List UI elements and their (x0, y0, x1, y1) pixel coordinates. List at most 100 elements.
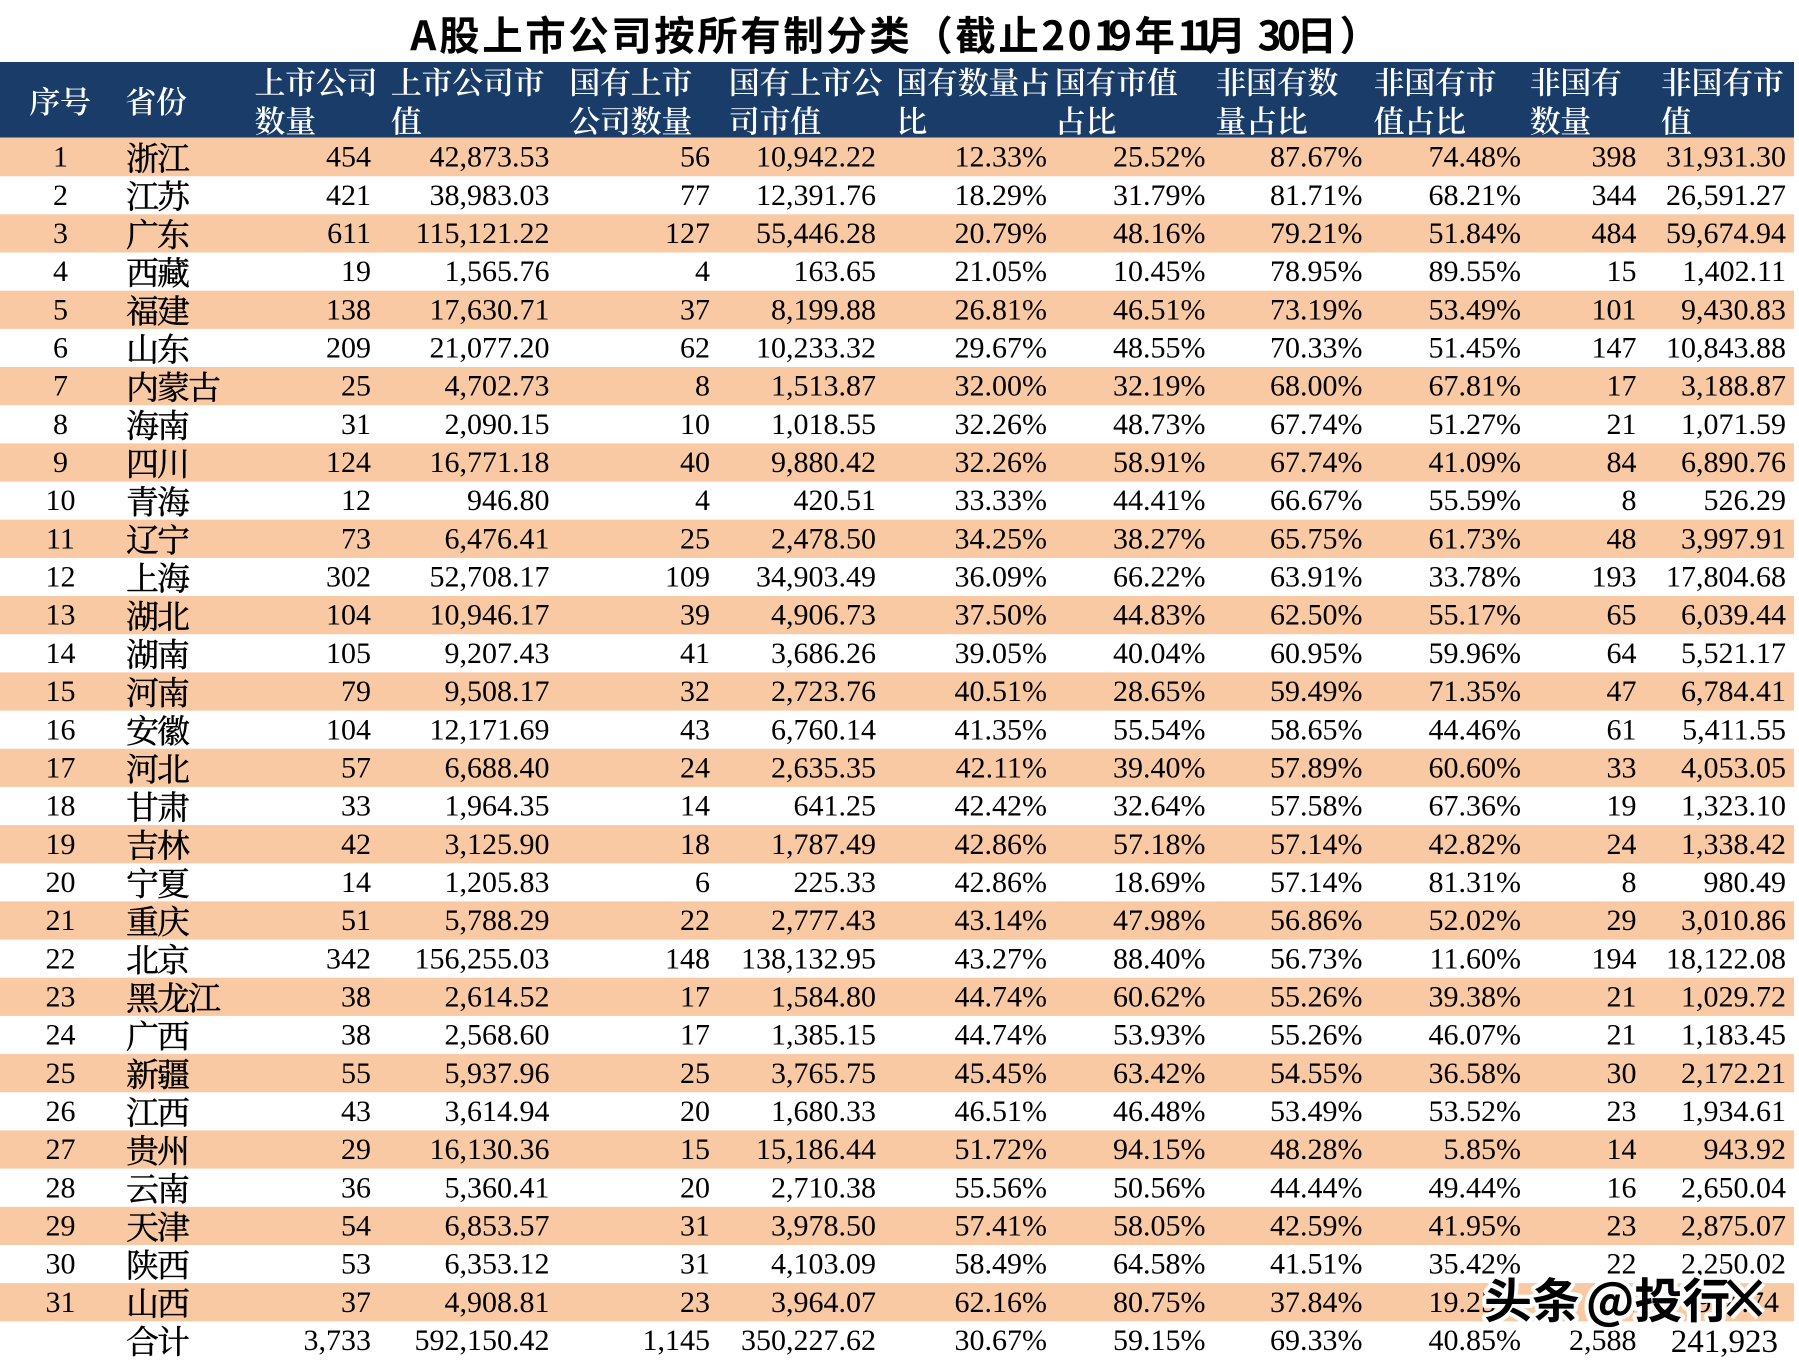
svg-text:1,934.61: 1,934.61 (1681, 1095, 1786, 1128)
svg-text:5,788.29: 5,788.29 (445, 904, 550, 937)
svg-text:23: 23 (46, 980, 76, 1013)
svg-text:2,172.21: 2,172.21 (1681, 1057, 1786, 1090)
svg-text:61.73%: 61.73% (1429, 522, 1522, 555)
svg-text:20.79%: 20.79% (955, 217, 1048, 250)
svg-text:6,760.14: 6,760.14 (771, 713, 876, 746)
svg-text:11: 11 (46, 522, 75, 555)
svg-text:38: 38 (341, 1019, 371, 1052)
svg-text:24: 24 (1607, 828, 1637, 861)
svg-text:17: 17 (680, 980, 710, 1013)
svg-text:64: 64 (1607, 637, 1637, 670)
svg-text:62.50%: 62.50% (1270, 599, 1363, 632)
svg-text:2,777.43: 2,777.43 (771, 904, 876, 937)
svg-text:40.85%: 40.85% (1429, 1324, 1522, 1357)
svg-text:1,964.35: 1,964.35 (445, 790, 550, 823)
svg-text:6,688.40: 6,688.40 (445, 751, 550, 784)
svg-text:33: 33 (341, 790, 371, 823)
svg-text:15: 15 (46, 675, 76, 708)
svg-text:57.14%: 57.14% (1270, 866, 1363, 899)
svg-text:11.60%: 11.60% (1430, 942, 1521, 975)
svg-text:60.62%: 60.62% (1113, 980, 1206, 1013)
svg-text:241,923: 241,923 (1671, 1324, 1778, 1360)
svg-text:58.65%: 58.65% (1270, 713, 1363, 746)
svg-text:37.50%: 37.50% (955, 599, 1048, 632)
svg-text:1,145: 1,145 (643, 1324, 711, 1357)
svg-text:4: 4 (695, 255, 710, 288)
svg-text:1,029.72: 1,029.72 (1681, 980, 1786, 1013)
svg-text:194: 194 (1592, 942, 1637, 975)
svg-text:37: 37 (680, 293, 710, 326)
svg-text:10,843.88: 10,843.88 (1666, 332, 1786, 365)
svg-text:9,207.43: 9,207.43 (445, 637, 550, 670)
svg-text:31,931.30: 31,931.30 (1666, 141, 1786, 174)
svg-text:47.98%: 47.98% (1113, 904, 1206, 937)
svg-text:29: 29 (1607, 904, 1637, 937)
svg-text:68.00%: 68.00% (1270, 370, 1363, 403)
svg-text:1,338.42: 1,338.42 (1681, 828, 1786, 861)
svg-text:25: 25 (341, 370, 371, 403)
svg-text:6,476.41: 6,476.41 (445, 522, 550, 555)
svg-text:51.72%: 51.72% (955, 1133, 1048, 1166)
svg-text:3,010.86: 3,010.86 (1681, 904, 1786, 937)
svg-text:39.40%: 39.40% (1113, 751, 1206, 784)
svg-text:67.36%: 67.36% (1429, 790, 1522, 823)
svg-text:58.91%: 58.91% (1113, 446, 1206, 479)
svg-text:18.29%: 18.29% (955, 179, 1048, 212)
svg-text:25: 25 (46, 1057, 76, 1090)
svg-text:32.64%: 32.64% (1113, 790, 1206, 823)
svg-text:41.51%: 41.51% (1270, 1248, 1363, 1281)
svg-text:3: 3 (53, 217, 68, 250)
svg-text:80.75%: 80.75% (1113, 1286, 1206, 1319)
svg-text:23: 23 (1607, 1095, 1637, 1128)
svg-text:71.35%: 71.35% (1429, 675, 1522, 708)
svg-text:20: 20 (46, 866, 76, 899)
svg-text:42.59%: 42.59% (1270, 1210, 1363, 1243)
svg-text:1,787.49: 1,787.49 (771, 828, 876, 861)
svg-text:30: 30 (46, 1248, 76, 1281)
svg-text:53: 53 (341, 1248, 371, 1281)
svg-text:41.09%: 41.09% (1429, 446, 1522, 479)
svg-text:42,873.53: 42,873.53 (430, 141, 550, 174)
svg-text:124: 124 (326, 446, 371, 479)
svg-text:22: 22 (46, 942, 76, 975)
svg-text:41: 41 (680, 637, 710, 670)
svg-text:5.85%: 5.85% (1444, 1133, 1522, 1166)
svg-text:2,090.15: 2,090.15 (445, 408, 550, 441)
svg-text:87.67%: 87.67% (1270, 141, 1363, 174)
svg-text:89.55%: 89.55% (1429, 255, 1522, 288)
svg-text:29.67%: 29.67% (955, 332, 1048, 365)
svg-text:8: 8 (1622, 866, 1637, 899)
svg-text:40: 40 (680, 446, 710, 479)
svg-text:9,430.83: 9,430.83 (1681, 293, 1786, 326)
svg-text:7: 7 (53, 370, 68, 403)
svg-text:6,784.41: 6,784.41 (1681, 675, 1786, 708)
svg-text:26: 26 (46, 1095, 76, 1128)
svg-text:12,171.69: 12,171.69 (430, 713, 550, 746)
svg-text:45.45%: 45.45% (955, 1057, 1048, 1090)
svg-text:68.21%: 68.21% (1429, 179, 1522, 212)
svg-text:33: 33 (1607, 751, 1637, 784)
svg-text:9: 9 (53, 446, 68, 479)
svg-text:88.40%: 88.40% (1113, 942, 1206, 975)
svg-text:37.84%: 37.84% (1270, 1286, 1363, 1319)
svg-text:5,521.17: 5,521.17 (1681, 637, 1786, 670)
svg-text:57.89%: 57.89% (1270, 751, 1363, 784)
svg-text:81.71%: 81.71% (1270, 179, 1363, 212)
svg-text:42.42%: 42.42% (955, 790, 1048, 823)
svg-text:147: 147 (1592, 332, 1637, 365)
svg-text:51.27%: 51.27% (1429, 408, 1522, 441)
svg-text:342: 342 (326, 942, 371, 975)
svg-text:10: 10 (680, 408, 710, 441)
svg-text:61: 61 (1607, 713, 1637, 746)
svg-text:54.55%: 54.55% (1270, 1057, 1363, 1090)
svg-text:3,686.26: 3,686.26 (771, 637, 876, 670)
svg-text:55,446.28: 55,446.28 (756, 217, 876, 250)
svg-text:6: 6 (53, 332, 68, 365)
svg-text:14: 14 (341, 866, 371, 899)
svg-text:65: 65 (1607, 599, 1637, 632)
svg-text:51.84%: 51.84% (1429, 217, 1522, 250)
svg-text:66.67%: 66.67% (1270, 484, 1363, 517)
svg-text:4: 4 (53, 255, 68, 288)
svg-text:14: 14 (46, 637, 76, 670)
svg-text:641.25: 641.25 (794, 790, 877, 823)
